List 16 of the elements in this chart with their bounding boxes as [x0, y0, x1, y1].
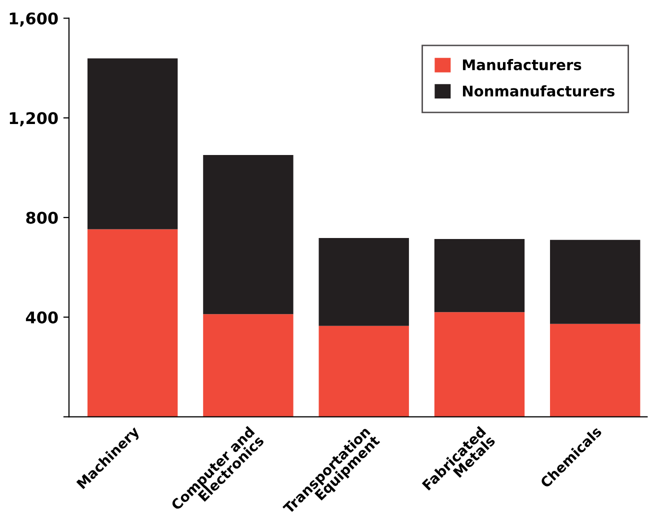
- bar: [203, 154, 294, 314]
- bar: [318, 238, 409, 326]
- bar: [434, 312, 525, 417]
- y-tick-label: 1,600: [10, 12, 58, 27]
- bar: [550, 324, 640, 417]
- bar: [203, 314, 294, 417]
- y-tick-label: 400: [26, 311, 58, 324]
- bar: [434, 238, 525, 312]
- y-tick-label: 1,200: [10, 112, 58, 126]
- bar: [87, 58, 178, 230]
- legend-label: Nonmanufacturers: [462, 85, 614, 97]
- legend-label: Manufacturers: [462, 59, 582, 70]
- bar: [318, 326, 409, 417]
- bar: [87, 229, 178, 417]
- bar: [550, 240, 640, 324]
- y-tick-label: 800: [26, 212, 58, 224]
